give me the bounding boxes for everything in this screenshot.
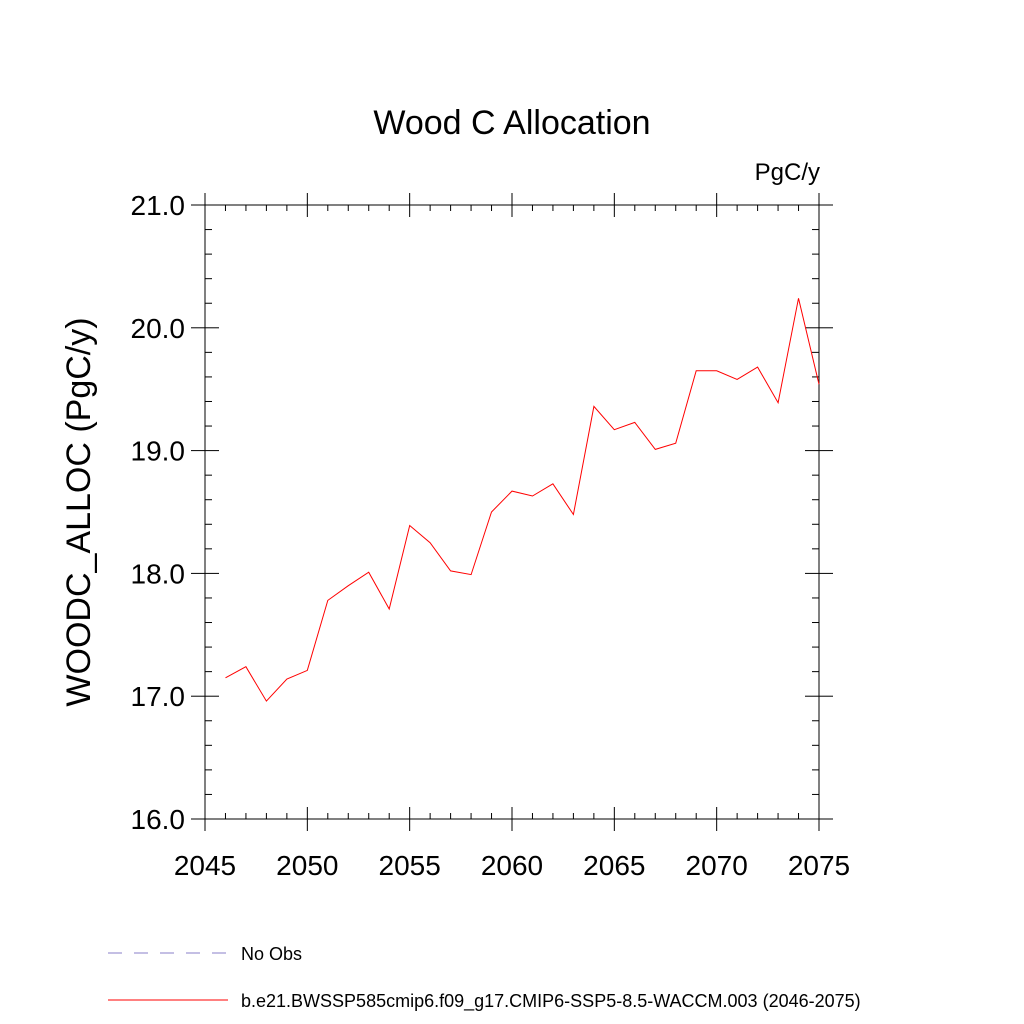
data-point (450, 570, 451, 571)
x-tick-label: 2050 (276, 850, 338, 881)
legend: No Obs b.e21.BWSSP585cmip6.f09_g17.CMIP6-… (108, 944, 861, 1012)
data-point (737, 379, 738, 380)
data-point (696, 370, 697, 371)
data-point (430, 542, 431, 543)
data-point (777, 402, 778, 403)
data-point (716, 370, 717, 371)
data-point (368, 572, 369, 573)
data-point (389, 608, 390, 609)
x-tick-label: 2060 (481, 850, 543, 881)
data-point (532, 495, 533, 496)
data-point (225, 677, 226, 678)
data-point (614, 429, 615, 430)
data-point (757, 366, 758, 367)
series-layer (225, 298, 820, 702)
data-point (552, 483, 553, 484)
y-axis-label: WOODC_ALLOC (PgC/y) (60, 317, 98, 706)
x-tick-label: 2065 (583, 850, 645, 881)
data-point (573, 514, 574, 515)
data-point (409, 525, 410, 526)
axis-tick-labels: 2045 2050 2055 2060 2065 2070 2075 16.0 17.0 18.0… (131, 190, 851, 881)
y-tick-label: 18.0 (131, 558, 186, 589)
data-point (266, 701, 267, 702)
data-point (348, 585, 349, 586)
plot-frame (204, 204, 820, 820)
y-tick-label: 19.0 (131, 436, 186, 467)
axis-ticks (191, 193, 833, 831)
x-tick-label: 2045 (174, 850, 236, 881)
series-line (225, 298, 820, 702)
x-tick-label: 2055 (379, 850, 441, 881)
data-point (307, 670, 308, 671)
y-tick-label: 21.0 (131, 190, 186, 221)
legend-label: b.e21.BWSSP585cmip6.f09_g17.CMIP6-SSP5-8… (241, 991, 861, 1012)
x-tick-label: 2070 (686, 850, 748, 881)
data-point (593, 406, 594, 407)
data-point (655, 449, 656, 450)
data-point (286, 678, 287, 679)
data-point (470, 574, 471, 575)
y-tick-label: 17.0 (131, 681, 186, 712)
y-tick-label: 16.0 (131, 804, 186, 835)
x-tick-label: 2075 (788, 850, 850, 881)
chart-title: Wood C Allocation (373, 104, 650, 142)
data-point (818, 384, 819, 385)
units-label: PgC/y (755, 159, 820, 186)
data-point (245, 666, 246, 667)
y-tick-label: 20.0 (131, 313, 186, 344)
data-point (675, 443, 676, 444)
data-point (491, 511, 492, 512)
data-point (511, 491, 512, 492)
data-point (634, 422, 635, 423)
legend-label: No Obs (241, 944, 302, 964)
data-point (327, 600, 328, 601)
data-point (798, 298, 799, 299)
